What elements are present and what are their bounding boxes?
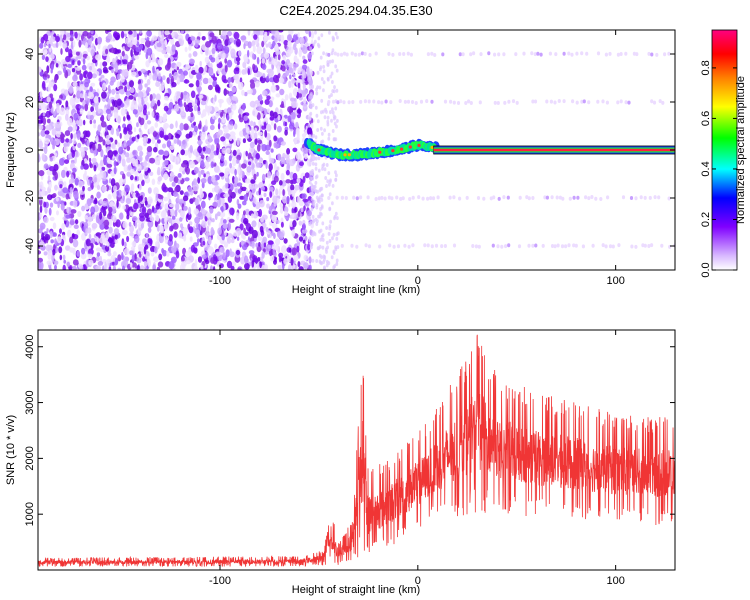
spectrogram-y-tick-label: -20 (24, 190, 36, 206)
snr-y-ticks: 1000 2000 3000 4000 (24, 335, 675, 526)
spectrogram-y-tick-label: -40 (24, 238, 36, 254)
snr-y-tick-label: 1000 (24, 502, 36, 526)
colorbar-ticks: 0.0 0.2 0.4 0.6 0.8 (700, 60, 737, 278)
snr-x-tick-label: -100 (209, 575, 231, 587)
colorbar-tick-label: 0.4 (700, 161, 712, 176)
snr-x-tick-label: 0 (415, 575, 421, 587)
snr-y-tick-label: 4000 (24, 335, 36, 359)
figure-title: C2E4.2025.294.04.35.E30 (279, 3, 432, 18)
spectrogram-x-tick-label: 0 (415, 275, 421, 287)
snr-series-line (38, 334, 675, 568)
snr-frame (37, 329, 676, 571)
spectrogram-y-tick-label: 0 (24, 147, 36, 153)
spectrogram-y-axis-label: Frequency (Hz) (5, 112, 17, 188)
spectrogram-y-ticks: -40 -20 0 20 40 (24, 48, 675, 254)
spectrogram-x-ticks: -100 0 100 (209, 30, 625, 287)
snr-x-axis-label: Height of straight line (km) (292, 584, 420, 596)
spectrogram-y-tick-label: 20 (24, 96, 36, 108)
colorbar: 0.0 0.2 0.4 0.6 0.8 Normalized spectral ampl… (700, 29, 747, 278)
snr-panel: -100 0 100 1000 2000 3000 4000 Height of stra… (5, 329, 676, 596)
colorbar-tick-label: 0.6 (700, 111, 712, 126)
snr-y-tick-label: 2000 (24, 446, 36, 470)
colorbar-label: Normalized spectral amplitude (735, 76, 747, 224)
snr-x-ticks: -100 0 100 (209, 330, 625, 587)
spectrogram-panel: -100 0 100 -40 -20 0 20 40 Height of straight … (5, 29, 676, 296)
snr-y-tick-label: 3000 (24, 390, 36, 414)
spectrogram-y-tick-label: 40 (24, 48, 36, 60)
colorbar-tick-label: 0.0 (700, 262, 712, 277)
spectrogram-x-axis-label: Height of straight line (km) (292, 284, 420, 296)
snr-x-tick-label: 100 (606, 575, 624, 587)
snr-y-axis-label: SNR (10 * v/v) (5, 415, 17, 485)
colorbar-gradient (711, 29, 738, 271)
spectrogram-x-tick-label: -100 (209, 275, 231, 287)
spectrogram-x-tick-label: 100 (606, 275, 624, 287)
colorbar-tick-label: 0.8 (700, 60, 712, 75)
spectrogram-marks (38, 30, 675, 270)
colorbar-tick-label: 0.2 (700, 212, 712, 227)
